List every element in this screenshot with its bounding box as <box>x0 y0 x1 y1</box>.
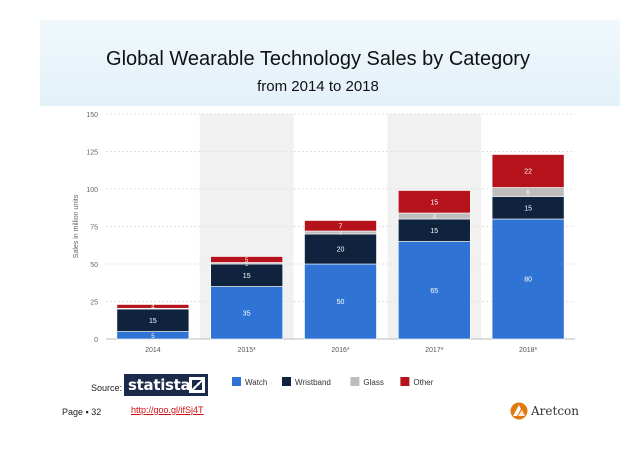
chart-subtitle: from 2014 to 2018 <box>257 78 379 95</box>
legend-label: Wristband <box>295 378 331 387</box>
company-logo: Aretcon <box>510 402 579 420</box>
bar-segment-watch <box>397 241 471 340</box>
statista-logo-text: statista <box>128 376 191 394</box>
data-label: 1 <box>245 261 249 267</box>
legend-swatch-other <box>400 377 410 386</box>
y-tick-label: 150 <box>86 112 98 119</box>
legend-label: Other <box>413 378 433 387</box>
legend-swatch-glass <box>350 377 360 386</box>
data-label: 80 <box>524 277 532 284</box>
bar-segment-other <box>397 190 471 214</box>
bar-segment-other <box>210 256 283 263</box>
y-tick-label: 0 <box>94 337 98 344</box>
y-tick-label: 75 <box>90 225 98 232</box>
legend-swatch-wristband <box>282 377 291 386</box>
source-link[interactable]: http://goo.gl/ifSj4T <box>131 405 204 415</box>
y-tick-label: 25 <box>90 300 98 307</box>
x-tick-label: 2018* <box>519 347 538 354</box>
data-label: 65 <box>430 288 438 295</box>
data-label: 20 <box>337 247 345 254</box>
company-name: Aretcon <box>531 404 579 418</box>
x-tick-label: 2017* <box>425 347 444 354</box>
x-tick-label: 2016* <box>331 347 350 354</box>
data-label: 4 <box>433 215 437 221</box>
bar-segment-other <box>304 220 377 232</box>
x-tick-label: 2014 <box>145 347 161 354</box>
y-tick-label: 100 <box>86 187 98 194</box>
aretcon-swoosh-icon <box>510 402 528 420</box>
data-label: 50 <box>337 299 345 306</box>
legend-label: Watch <box>245 378 267 387</box>
source-label: Source: <box>91 383 123 393</box>
data-label: 15 <box>524 205 532 212</box>
title-band <box>40 20 620 106</box>
data-label: 15 <box>243 273 251 280</box>
page-number: Page ▪ 32 <box>62 407 102 417</box>
bar-segment-watch <box>210 286 283 340</box>
y-tick-label: 125 <box>86 150 98 157</box>
bar-segment-wristband <box>304 233 377 265</box>
data-label: 4 <box>151 304 155 310</box>
data-label: 15 <box>430 199 438 206</box>
data-label: 6 <box>526 191 530 197</box>
data-label: 15 <box>430 228 438 235</box>
data-label: 15 <box>149 318 157 325</box>
data-label: 7 <box>339 223 343 230</box>
y-tick-label: 50 <box>90 262 98 269</box>
legend-swatch-watch <box>232 377 241 386</box>
statista-logo: statista <box>124 374 208 396</box>
statista-mark-icon <box>189 377 205 393</box>
data-label: 35 <box>243 310 251 317</box>
bar-segment-other <box>116 304 190 309</box>
data-label: 5 <box>245 258 249 264</box>
chart-title: Global Wearable Technology Sales by Cate… <box>106 48 530 70</box>
legend-label: Glass <box>363 378 383 387</box>
bar-segment-watch <box>304 263 377 340</box>
y-axis-label: Sales in million units <box>73 194 80 258</box>
data-label: 5 <box>151 334 155 340</box>
data-label: 22 <box>524 169 532 176</box>
data-label: 2 <box>339 231 343 237</box>
bar-segment-other <box>491 154 565 188</box>
x-tick-label: 2015* <box>238 347 257 354</box>
bar-segment-watch <box>491 218 565 340</box>
